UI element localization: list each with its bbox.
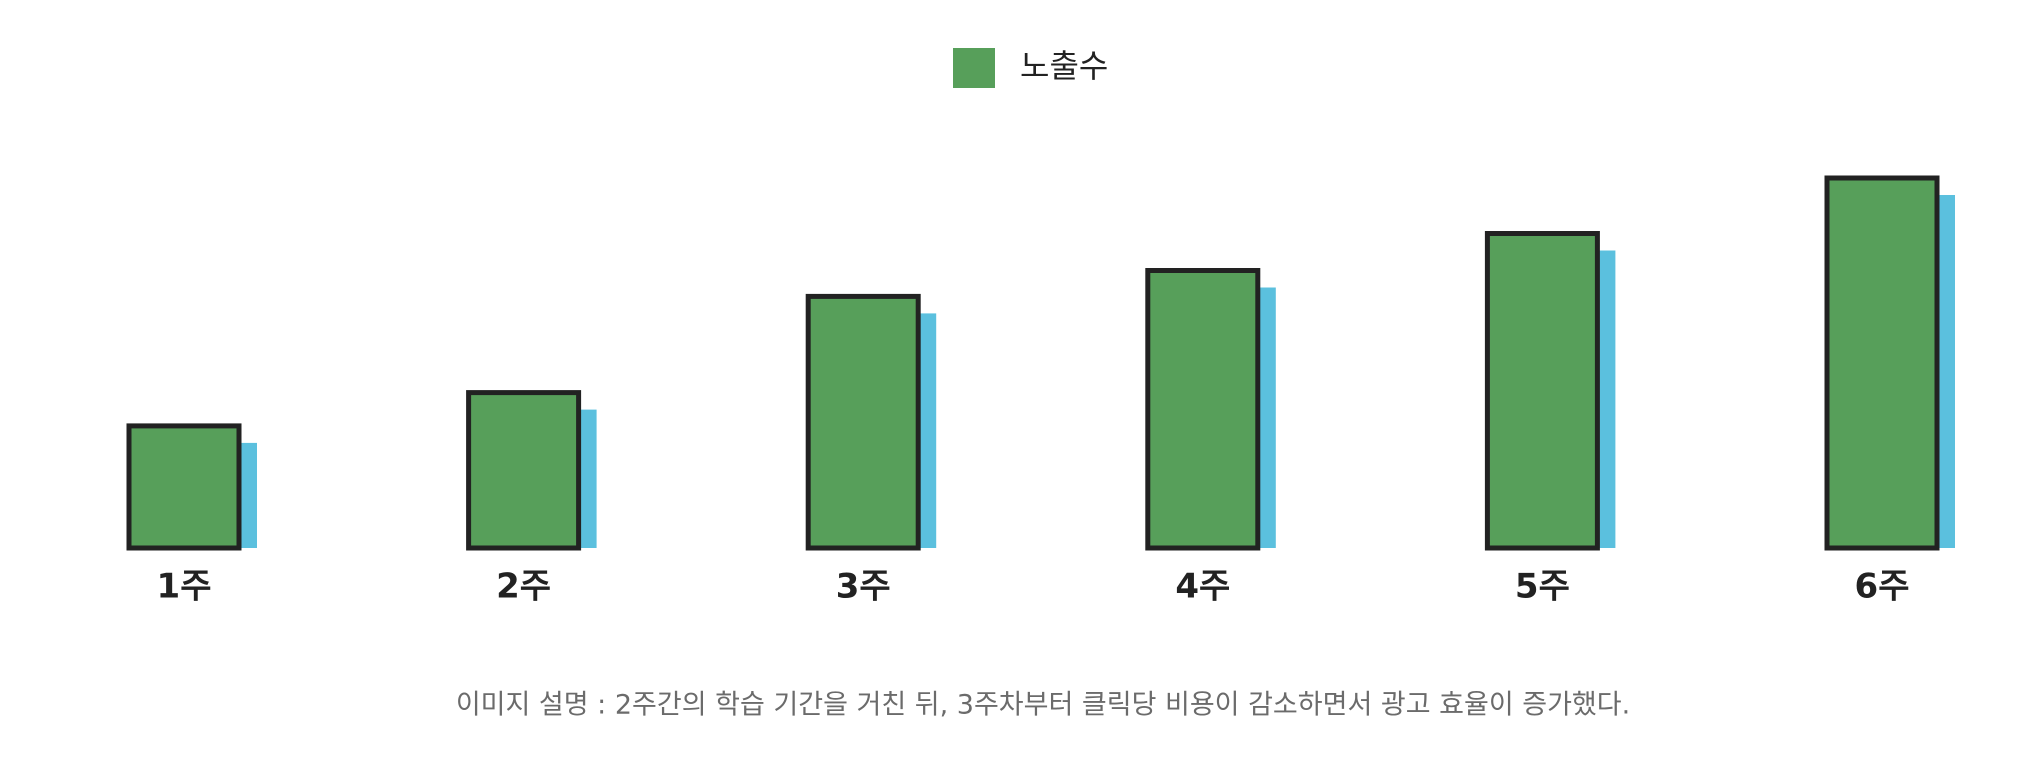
bar: [1484, 231, 1600, 551]
legend-swatch: [953, 48, 995, 88]
x-tick-label: 5주: [1515, 567, 1570, 607]
legend-label: 노출수: [1020, 47, 1108, 85]
x-tick-label: 1주: [157, 567, 212, 607]
bar: [1145, 268, 1261, 551]
bar: [805, 293, 921, 551]
bar: [1824, 175, 1940, 551]
bar: [466, 390, 582, 551]
bar: [126, 423, 242, 551]
x-tick-label: 2주: [496, 567, 551, 607]
x-tick-label: 4주: [1175, 567, 1230, 607]
x-tick-label: 6주: [1855, 567, 1910, 607]
caption: 이미지 설명 : 2주간의 학습 기간을 거친 뒤, 3주차부터 클릭당 비용이…: [456, 690, 1630, 721]
x-tick-label: 3주: [836, 567, 891, 607]
